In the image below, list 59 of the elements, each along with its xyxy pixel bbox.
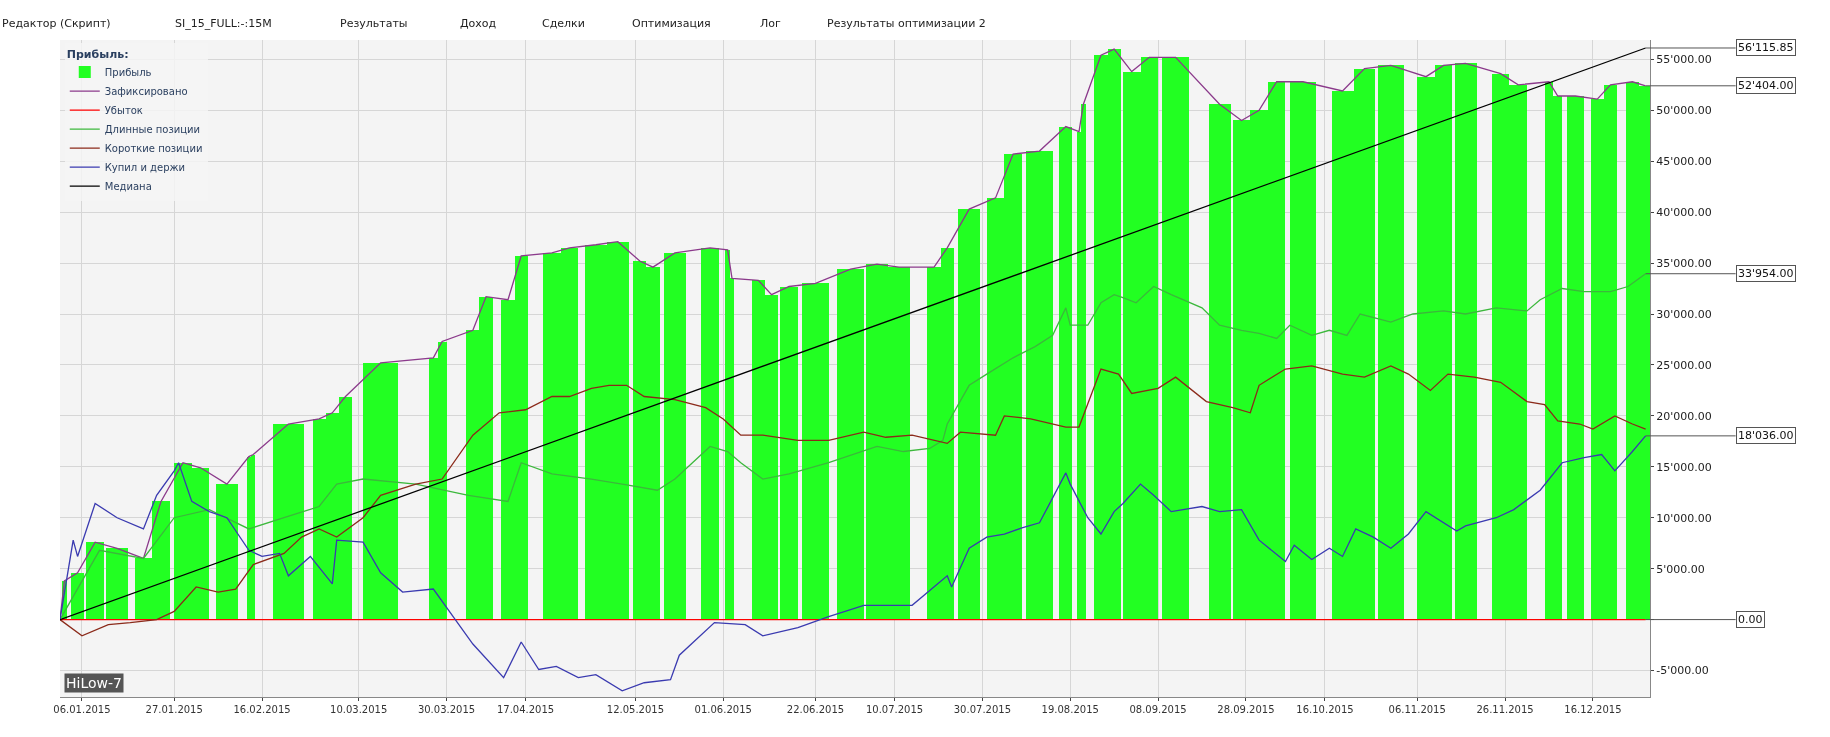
annotation: HiLow-7 — [66, 675, 122, 691]
x-tick-label: 08.09.2015 — [1129, 704, 1187, 715]
annotation: 52'404.00 — [1738, 79, 1794, 92]
x-tick-label: 06.11.2015 — [1388, 704, 1446, 715]
x-tick-label: 12.05.2015 — [606, 704, 665, 715]
annotation: 33'954.00 — [1738, 267, 1794, 280]
legend-label: Прибыль — [104, 66, 152, 78]
legend-label: Убыток — [104, 104, 143, 116]
bar — [780, 287, 798, 620]
y-tick-label: 35'000.00 — [1656, 256, 1712, 270]
text: Результаты оптимизации 2 — [827, 17, 986, 30]
annotation: 18'036.00 — [1738, 429, 1794, 442]
y-tick-label: 10'000.00 — [1656, 511, 1712, 525]
x-tick-label: 22.06.2015 — [786, 704, 845, 715]
y-tick-label: 5'000.00 — [1656, 562, 1705, 576]
bar — [1567, 96, 1584, 620]
y-tick-label: 20'000.00 — [1656, 409, 1712, 423]
y-tick-label: 55'000.00 — [1656, 53, 1712, 67]
annotation: 56'115.85 — [1738, 41, 1794, 54]
y-tick-label: -5'000.00 — [1656, 664, 1709, 678]
text: Доход — [460, 17, 497, 30]
text: Редактор (Скрипт) — [2, 17, 111, 30]
x-tick-label: 30.07.2015 — [953, 704, 1012, 715]
x-tick-label: 30.03.2015 — [417, 704, 476, 715]
bar — [701, 248, 719, 620]
x-tick-label: 01.06.2015 — [694, 704, 752, 715]
line-series — [60, 273, 1647, 621]
y-tick-label: 45'000.00 — [1656, 155, 1712, 169]
x-tick-label: 10.03.2015 — [330, 704, 388, 715]
y-tick-label: 40'000.00 — [1656, 205, 1712, 219]
legend-label: Короткие позиции — [104, 142, 203, 154]
x-tick-label: 17.04.2015 — [496, 704, 555, 715]
legend-label: Купил и держи — [104, 161, 185, 173]
x-tick-label: 16.10.2015 — [1296, 704, 1354, 715]
text: Лог — [760, 17, 781, 30]
legend-title: Прибыль: — [66, 47, 129, 61]
legend-label: Длинные позиции — [104, 123, 201, 135]
text: Оптимизация — [632, 17, 711, 30]
x-tick-label: 06.01.2015 — [53, 704, 111, 715]
y-tick-label: 15'000.00 — [1656, 460, 1712, 474]
x-tick-label: 16.12.2015 — [1564, 704, 1622, 715]
text: Сделки — [542, 17, 585, 30]
x-tick-label: 26.11.2015 — [1476, 704, 1534, 715]
line-series — [60, 435, 1647, 692]
legend-label: Зафиксировано — [104, 85, 188, 97]
y-tick-label: 50'000.00 — [1656, 104, 1712, 118]
line-series — [60, 365, 1647, 637]
x-tick-label: 10.07.2015 — [865, 704, 924, 715]
text: Результаты — [340, 17, 408, 30]
x-tick-label: 19.08.2015 — [1041, 704, 1099, 715]
y-tick-label: 25'000.00 — [1656, 358, 1712, 372]
x-tick-label: 16.02.2015 — [233, 704, 291, 715]
legend-label: Медиана — [104, 180, 152, 192]
text: SI_15_FULL:-:15M — [175, 17, 272, 30]
annotation: 0.00 — [1738, 613, 1763, 626]
x-tick-label: 27.01.2015 — [145, 704, 203, 715]
x-tick-label: 28.09.2015 — [1217, 704, 1275, 715]
y-tick-label: 30'000.00 — [1656, 307, 1712, 321]
bar — [86, 542, 104, 620]
